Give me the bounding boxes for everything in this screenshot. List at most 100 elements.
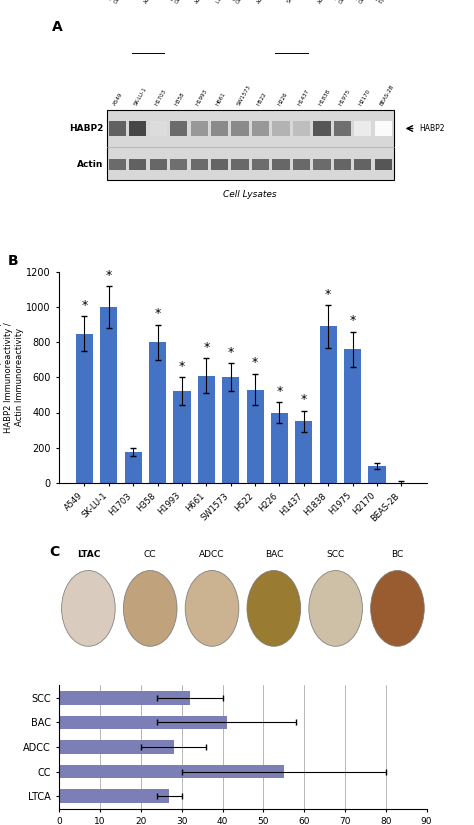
Bar <box>100 307 118 483</box>
Text: H2170: H2170 <box>358 87 372 106</box>
Bar <box>150 121 167 135</box>
Bar <box>107 110 393 180</box>
Text: SK-LU-1: SK-LU-1 <box>133 86 148 106</box>
Text: *: * <box>179 360 185 373</box>
Bar <box>150 159 167 170</box>
Text: Squamous Cell
Carcinoma: Squamous Cell Carcinoma <box>333 0 361 4</box>
Text: *: * <box>155 308 161 320</box>
Text: H226: H226 <box>277 91 288 106</box>
Bar <box>222 377 239 483</box>
Bar <box>129 159 146 170</box>
Text: B: B <box>8 254 18 268</box>
Text: Large Cell Carcinoma: Large Cell Carcinoma <box>215 0 246 4</box>
Text: H358: H358 <box>174 91 186 106</box>
Text: SW1573: SW1573 <box>236 83 252 106</box>
Text: *: * <box>301 394 307 407</box>
Text: CC: CC <box>144 550 156 559</box>
Text: Bronchoalveolar
Carcinoma: Bronchoalveolar Carcinoma <box>169 0 199 4</box>
Text: *: * <box>82 299 88 312</box>
Bar <box>313 121 330 135</box>
Ellipse shape <box>371 571 424 646</box>
Text: H1838: H1838 <box>318 87 331 106</box>
Bar <box>344 349 361 483</box>
Bar <box>273 121 290 135</box>
Bar <box>109 159 126 170</box>
Text: H522: H522 <box>256 91 268 106</box>
Bar <box>252 121 269 135</box>
Text: *: * <box>349 314 356 328</box>
Text: Cell Lysates: Cell Lysates <box>223 191 277 200</box>
Bar <box>271 412 288 483</box>
Text: Non-Cancerous
Epithelial Cells: Non-Cancerous Epithelial Cells <box>374 0 402 4</box>
Bar <box>313 159 330 170</box>
Bar <box>354 159 372 170</box>
Text: H1993: H1993 <box>195 87 208 106</box>
Text: Adenocarcinoma: Adenocarcinoma <box>318 0 343 4</box>
Bar <box>334 159 351 170</box>
Bar <box>59 715 227 729</box>
Bar <box>211 121 228 135</box>
Bar <box>293 159 310 170</box>
Text: C: C <box>49 545 59 559</box>
Bar <box>319 327 337 483</box>
Text: H661: H661 <box>215 91 227 106</box>
Bar <box>252 159 269 170</box>
Bar <box>375 121 392 135</box>
Text: Adenosquamous
Carcinoma: Adenosquamous Carcinoma <box>108 0 137 4</box>
Text: SCC: SCC <box>327 550 345 559</box>
Y-axis label: Percent Control (BEAS-2B)
HABP2 Immunoreactivity /
Actin Immunoreactivity: Percent Control (BEAS-2B) HABP2 Immunore… <box>0 322 24 433</box>
Bar <box>59 740 173 754</box>
Bar <box>191 121 208 135</box>
Bar <box>295 422 312 483</box>
Bar <box>375 159 392 170</box>
Text: *: * <box>228 346 234 359</box>
Bar <box>354 121 372 135</box>
Text: Squamous Cell Carcinoma: Squamous Cell Carcinoma <box>287 0 323 4</box>
Bar <box>170 159 187 170</box>
Bar <box>129 121 146 135</box>
Text: Adenocarcinoma: Adenocarcinoma <box>256 0 281 4</box>
Text: *: * <box>276 384 283 398</box>
Text: LTAC: LTAC <box>77 550 100 559</box>
Bar <box>76 333 93 483</box>
Text: Bronchoalveolar
Carcinoma: Bronchoalveolar Carcinoma <box>231 0 260 4</box>
Text: H1437: H1437 <box>297 87 310 106</box>
Text: *: * <box>203 341 210 354</box>
Text: A: A <box>52 20 63 34</box>
Text: Actin: Actin <box>77 160 103 169</box>
Ellipse shape <box>247 571 301 646</box>
Bar <box>246 389 264 483</box>
Text: Adenocarcinoma: Adenocarcinoma <box>144 0 168 4</box>
Bar <box>368 466 385 483</box>
Bar <box>173 391 191 483</box>
Bar <box>125 452 142 483</box>
Text: BAC: BAC <box>264 550 283 559</box>
Text: BC: BC <box>392 550 403 559</box>
Text: Adenocarcinoma: Adenocarcinoma <box>195 0 219 4</box>
Ellipse shape <box>185 571 239 646</box>
Bar <box>59 790 170 803</box>
Bar <box>211 159 228 170</box>
Text: BEAS-2B: BEAS-2B <box>379 83 395 106</box>
Ellipse shape <box>123 571 177 646</box>
Bar <box>59 691 190 705</box>
Bar <box>231 159 249 170</box>
Text: *: * <box>252 356 258 370</box>
Bar <box>334 121 351 135</box>
Ellipse shape <box>309 571 363 646</box>
Text: HABP2: HABP2 <box>419 124 445 133</box>
Text: *: * <box>106 269 112 281</box>
Bar <box>293 121 310 135</box>
Bar <box>191 159 208 170</box>
Bar <box>198 375 215 483</box>
Bar <box>273 159 290 170</box>
Bar <box>170 121 187 135</box>
Text: ADCC: ADCC <box>199 550 225 559</box>
Text: Squamous Cell
Carcinoma: Squamous Cell Carcinoma <box>354 0 381 4</box>
Text: *: * <box>325 288 331 301</box>
Bar <box>59 765 284 778</box>
Text: H1703: H1703 <box>154 87 167 106</box>
Ellipse shape <box>62 571 115 646</box>
Bar <box>231 121 249 135</box>
Bar <box>149 342 166 483</box>
